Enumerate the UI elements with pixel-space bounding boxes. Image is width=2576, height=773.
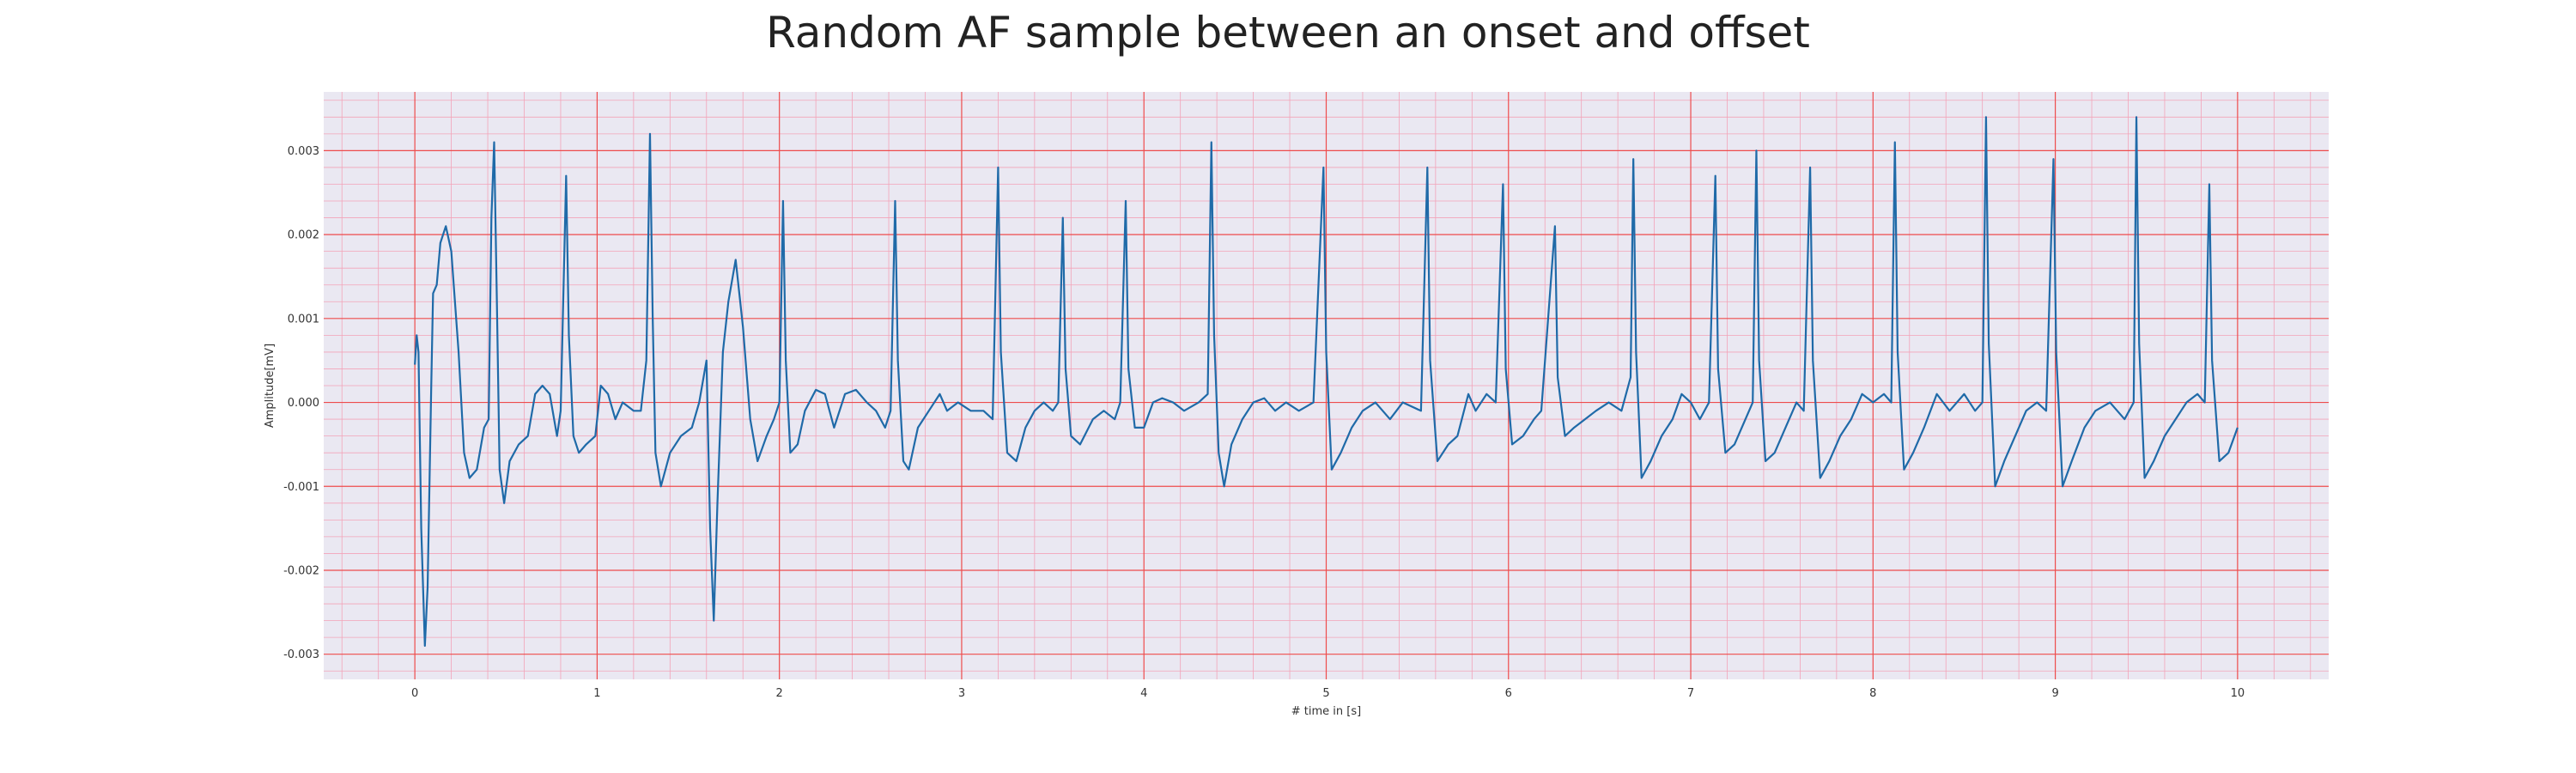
x-tick-label: 1 (593, 687, 600, 700)
y-tick-label: -0.002 (283, 564, 319, 577)
x-tick-labels: 0 1 2 3 4 5 6 7 8 9 10 (411, 687, 2245, 700)
y-tick-label: 0.002 (288, 229, 319, 242)
y-axis-label: Amplitude[mV] (264, 344, 276, 428)
x-tick-label: 3 (958, 687, 965, 700)
y-tick-label: -0.001 (283, 481, 319, 494)
x-tick-label: 5 (1322, 687, 1329, 700)
chart-title: Random AF sample between an onset and of… (766, 8, 1810, 58)
x-tick-label: 2 (776, 687, 783, 700)
y-tick-label: 0.003 (288, 145, 319, 158)
x-tick-label: 4 (1140, 687, 1147, 700)
x-axis-label: # time in [s] (1291, 705, 1361, 718)
y-tick-label: 0.000 (288, 397, 319, 410)
y-tick-label: 0.001 (288, 313, 319, 326)
y-tick-labels: -0.003 -0.002 -0.001 0.000 0.001 0.002 0.003 (283, 145, 319, 661)
x-tick-label: 10 (2231, 687, 2245, 700)
x-tick-label: 0 (411, 687, 418, 700)
y-tick-label: -0.003 (283, 648, 319, 661)
x-tick-label: 8 (1869, 687, 1876, 700)
x-tick-label: 6 (1505, 687, 1512, 700)
x-tick-label: 9 (2051, 687, 2058, 700)
series-line (414, 116, 2239, 648)
x-tick-label: 7 (1687, 687, 1694, 700)
